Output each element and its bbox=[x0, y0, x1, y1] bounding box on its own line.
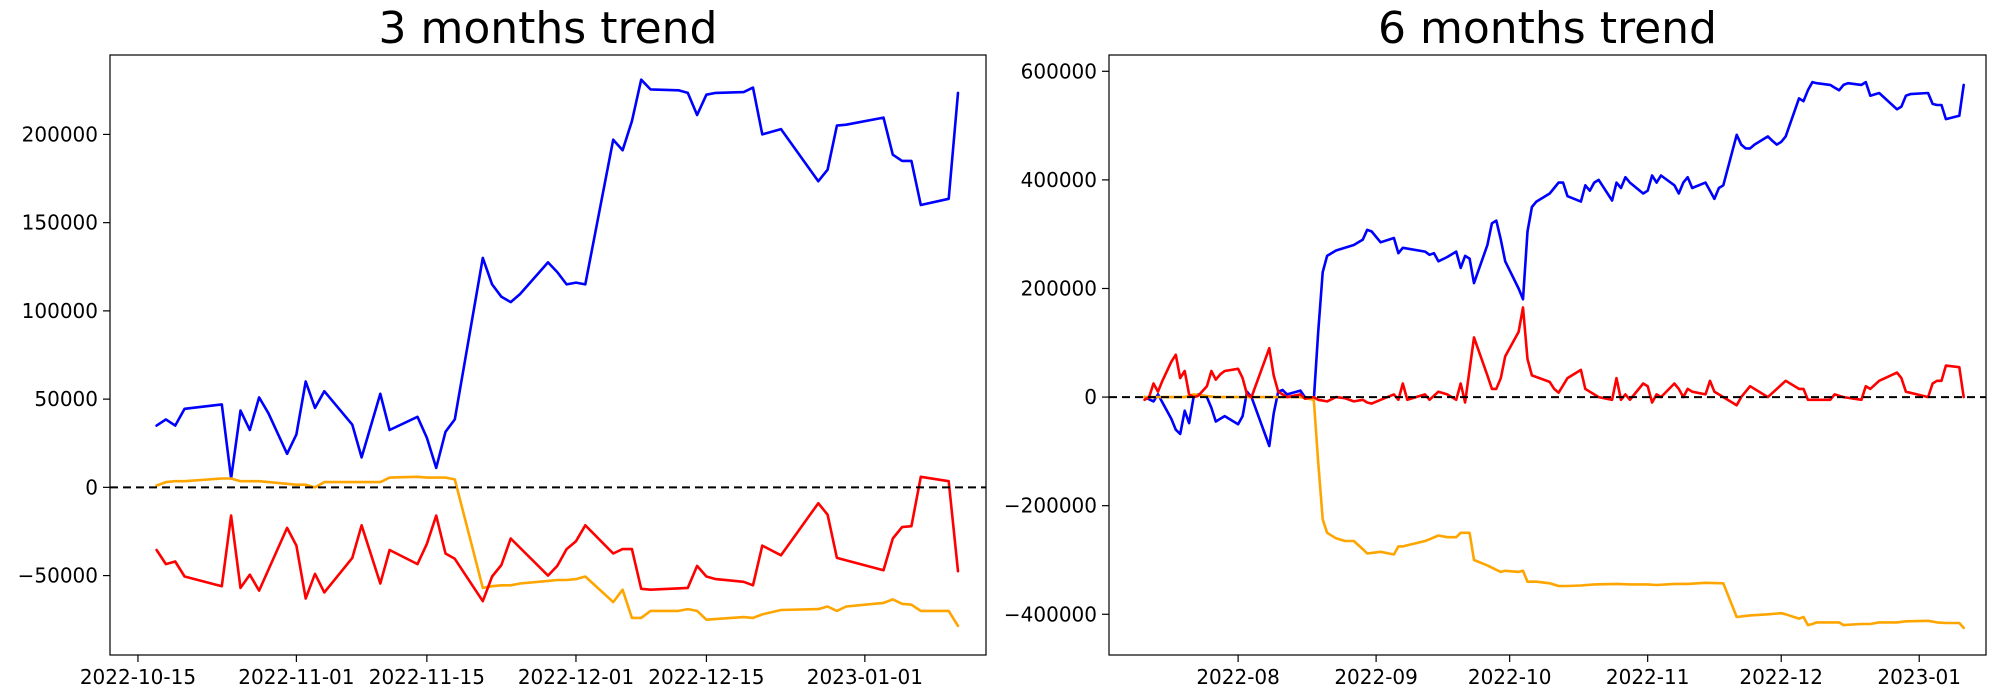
series-line-3 bbox=[155, 475, 960, 603]
x-tick-label: 2022-11 bbox=[1606, 665, 1690, 689]
series-line-1 bbox=[1143, 80, 1965, 448]
series-line-3 bbox=[1143, 306, 1965, 407]
x-tick-label: 2022-11-01 bbox=[238, 665, 354, 689]
y-tick-label: 0 bbox=[85, 475, 98, 499]
chart-3-months-trend: 3 months trend 200000 150000 100000 50000 0 −5… bbox=[18, 3, 987, 689]
y-tick-label: 0 bbox=[1084, 385, 1097, 409]
x-tick-label: 2023-01 bbox=[1877, 665, 1961, 689]
y-tick-label: 600000 bbox=[1021, 59, 1097, 83]
series-line-2 bbox=[155, 475, 960, 628]
y-tick-label: −50000 bbox=[18, 564, 98, 588]
y-tick-label: −400000 bbox=[1004, 602, 1097, 626]
y-tick-label: 200000 bbox=[22, 122, 98, 146]
series-line-1 bbox=[155, 78, 960, 480]
y-tick-label: −200000 bbox=[1004, 494, 1097, 518]
y-tick-label: 200000 bbox=[1021, 276, 1097, 300]
series-line-2 bbox=[1143, 393, 1965, 630]
x-tick-label: 2022-08 bbox=[1196, 665, 1280, 689]
chart-title: 3 months trend bbox=[379, 3, 718, 54]
y-tick-label: 150000 bbox=[22, 211, 98, 235]
x-tick-label: 2022-12-15 bbox=[648, 665, 764, 689]
x-tick-label: 2022-10-15 bbox=[80, 665, 196, 689]
x-tick-label: 2022-12-01 bbox=[518, 665, 634, 689]
chart-title: 6 months trend bbox=[1378, 3, 1717, 54]
y-tick-label: 100000 bbox=[22, 299, 98, 323]
y-tick-label: 50000 bbox=[34, 387, 98, 411]
plot-frame bbox=[1108, 54, 1987, 656]
x-tick-label: 2022-12 bbox=[1739, 665, 1823, 689]
x-tick-label: 2022-10 bbox=[1468, 665, 1552, 689]
plot-frame bbox=[109, 54, 987, 656]
chart-6-months-trend: 6 months trend 600000 400000 200000 0 −200000… bbox=[1004, 3, 1987, 689]
x-tick-label: 2022-09 bbox=[1334, 665, 1418, 689]
x-tick-label: 2022-11-15 bbox=[369, 665, 485, 689]
x-tick-label: 2023-01-01 bbox=[807, 665, 923, 689]
y-tick-label: 400000 bbox=[1021, 168, 1097, 192]
